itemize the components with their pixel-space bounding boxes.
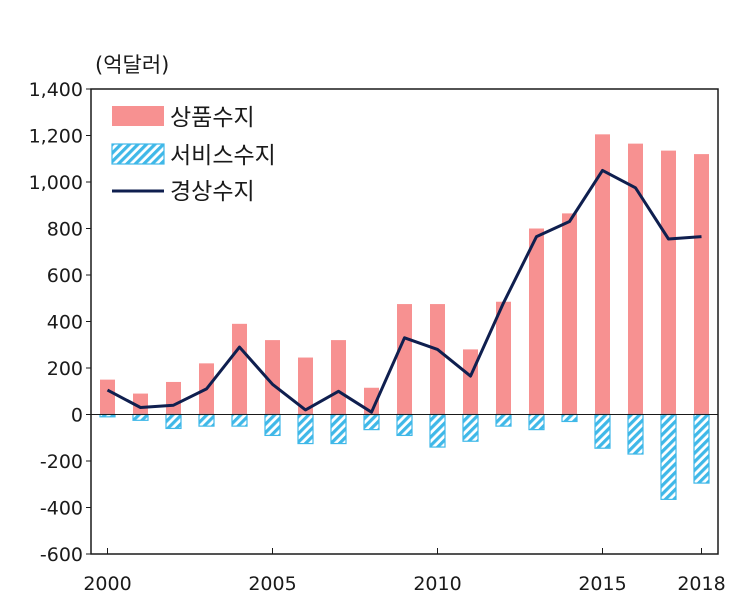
bar-goods-2002 (166, 381, 181, 415)
x-tick-label: 2015 (578, 573, 626, 595)
bar-goods-2008 (364, 387, 379, 415)
bar-services-2006 (297, 413, 314, 445)
bar-services-2008 (363, 413, 380, 431)
bar-goods-2004 (232, 323, 247, 415)
legend-swatch-goods (112, 106, 164, 126)
services-balance-series (99, 413, 710, 500)
bar-services-2009 (396, 413, 413, 437)
legend-swatch-services (111, 143, 165, 165)
bar-goods-2001 (133, 393, 148, 415)
bar-services-2012 (495, 413, 512, 427)
current-account-series (106, 168, 702, 414)
y-tick-label: -400 (40, 498, 83, 520)
bar-services-2017 (660, 413, 677, 500)
x-tick-label: 2018 (677, 573, 725, 595)
y-tick-label: 200 (47, 358, 83, 380)
y-tick-label: 1,200 (29, 126, 83, 148)
y-tick-label: 1,400 (29, 79, 83, 101)
x-tick-label: 2010 (413, 573, 461, 595)
bar-goods-2017 (661, 150, 676, 415)
bar-goods-2018 (694, 154, 709, 415)
bar-goods-2016 (628, 143, 643, 415)
bar-goods-2010 (430, 304, 445, 415)
y-tick-label: -600 (40, 544, 83, 566)
bar-goods-2007 (331, 340, 346, 415)
y-unit-label: (억달러) (95, 53, 169, 77)
bar-services-2002 (165, 413, 182, 430)
bar-goods-2005 (265, 340, 280, 415)
bar-services-2018 (693, 413, 710, 484)
bar-goods-2009 (397, 304, 412, 415)
legend-label-services: 서비스수지 (170, 143, 276, 169)
bar-services-2005 (264, 413, 281, 437)
bar-goods-2006 (298, 357, 313, 415)
y-tick-label: 600 (47, 265, 83, 287)
bar-services-2001 (132, 413, 149, 421)
y-tick-label: 400 (47, 312, 83, 334)
bar-goods-2014 (562, 213, 577, 415)
bar-goods-2012 (496, 301, 511, 415)
bar-services-2010 (429, 413, 446, 448)
bar-goods-2011 (463, 349, 478, 415)
bar-services-2003 (198, 413, 215, 427)
legend-label-goods: 상품수지 (170, 105, 255, 131)
bar-goods-2000 (100, 379, 115, 415)
goods-balance-series (100, 134, 709, 415)
bar-services-2016 (627, 413, 644, 455)
y-tick-label: -200 (40, 451, 83, 473)
x-axis: 2000 2005 2010 2015 2018 (83, 548, 726, 595)
x-tick-label: 2005 (248, 573, 296, 595)
bar-services-2004 (231, 413, 248, 427)
y-tick-label: 800 (47, 219, 83, 241)
bar-services-2011 (462, 413, 479, 442)
bar-goods-2013 (529, 228, 544, 415)
bar-services-2013 (528, 413, 545, 431)
bar-services-2015 (594, 413, 611, 449)
bar-services-2014 (561, 413, 578, 423)
y-axis: 1,400 1,200 1,000 800 600 400 200 0 -200 -400 -600 (29, 79, 91, 566)
legend: 상품수지 서비스수지 경상수지 (111, 105, 276, 205)
line-current-account (106, 168, 702, 414)
bar-services-2007 (330, 413, 347, 445)
bar-goods-2015 (595, 134, 610, 415)
y-tick-label: 1,000 (29, 172, 83, 194)
y-tick-label: 0 (71, 405, 83, 427)
legend-label-current: 경상수지 (170, 179, 255, 205)
x-tick-label: 2000 (83, 573, 131, 595)
